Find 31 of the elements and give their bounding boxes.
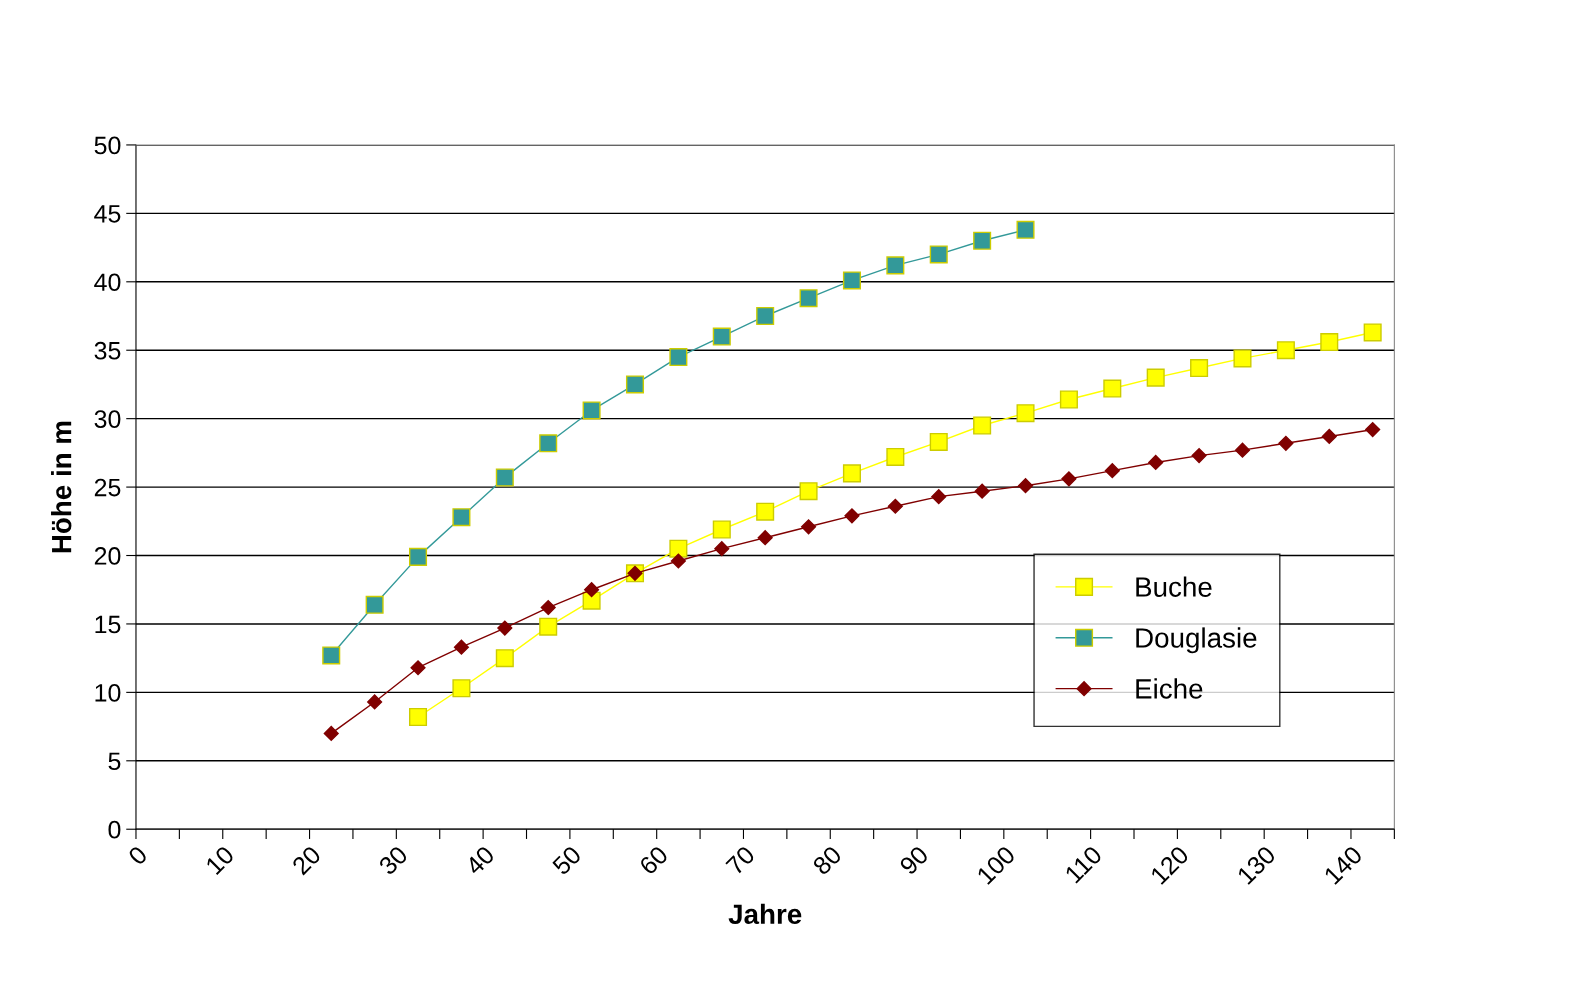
- x-tick-label: 50: [551, 844, 583, 876]
- legend-label: Douglasie: [1136, 627, 1257, 654]
- y-tick-label: 30: [94, 410, 121, 428]
- y-tick-label: 5: [108, 752, 121, 771]
- y-axis-title: Höhe in m: [51, 421, 72, 553]
- legend-label: Buche: [1136, 576, 1212, 597]
- x-tick-label: 60: [638, 844, 669, 876]
- x-tick-label: 10: [204, 844, 236, 876]
- legend-label: Eiche: [1136, 678, 1203, 699]
- x-tick-label: 90: [898, 844, 930, 876]
- y-tick-label: 25: [94, 478, 121, 497]
- y-tick-label: 15: [95, 615, 121, 634]
- y-tick-label: 45: [94, 205, 121, 223]
- x-axis-title: Jahre: [728, 903, 802, 925]
- x-tick-label: 80: [811, 844, 843, 876]
- x-tick-label: 100: [976, 844, 1017, 885]
- x-tick-label: 120: [1149, 844, 1190, 885]
- x-tick-label: 40: [464, 844, 496, 877]
- x-tick-label: 140: [1323, 844, 1364, 885]
- y-tick-label: 50: [94, 136, 121, 155]
- y-tick-label: 20: [94, 547, 121, 565]
- y-tick-label: 0: [108, 820, 121, 839]
- x-tick-label: 110: [1064, 844, 1103, 884]
- y-tick-label: 35: [94, 341, 121, 360]
- y-tick-label: 40: [94, 273, 121, 292]
- x-tick-label: 0: [127, 844, 149, 866]
- x-tick-label: 20: [291, 844, 322, 876]
- x-tick-label: 130: [1236, 844, 1277, 885]
- x-tick-label: 30: [377, 844, 409, 876]
- x-tick-label: 70: [725, 844, 756, 876]
- y-tick-label: 10: [95, 683, 121, 702]
